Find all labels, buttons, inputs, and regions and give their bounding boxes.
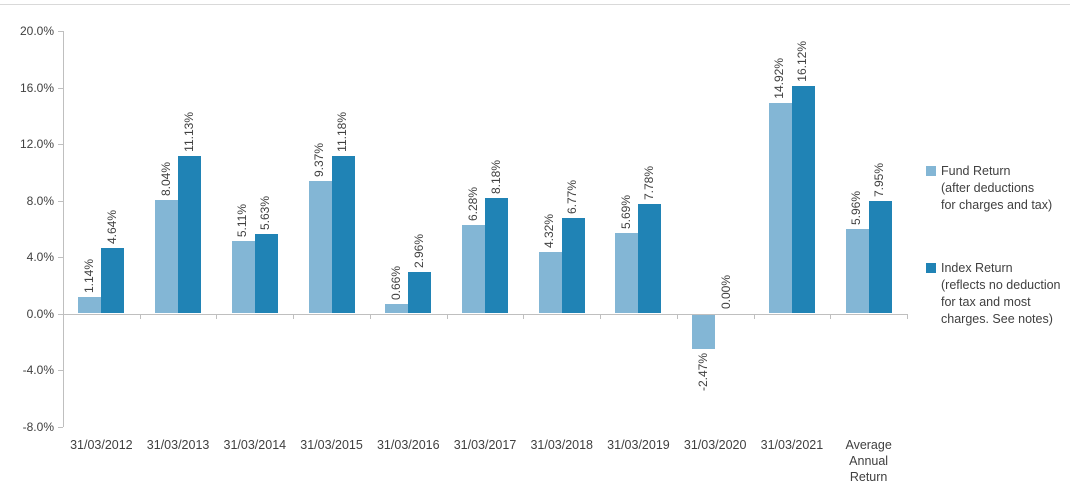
index-return-bar [485, 197, 508, 314]
y-axis-tick [58, 313, 63, 315]
top-border-line [0, 4, 1070, 5]
x-axis-label: 31/03/2012 [70, 438, 133, 452]
fund-return-bar [385, 304, 409, 314]
x-axis-label: 31/03/2017 [453, 438, 517, 452]
fund-return-value-label: 6.28% [465, 186, 480, 221]
x-axis-tick [753, 313, 755, 319]
y-axis-tick [58, 200, 63, 202]
fund-return-value-label: 5.11% [235, 204, 250, 238]
index-return-value-label: 7.95% [872, 163, 887, 198]
y-axis-tick [58, 426, 63, 428]
index-return-bar [868, 201, 892, 314]
index-return-value-label: 7.78% [641, 165, 656, 200]
y-axis-label: -8.0% [22, 419, 54, 434]
legend-label: Index Return (reflects no deduction for … [941, 261, 1061, 326]
index-return-value-label: 16.12% [795, 41, 810, 82]
y-axis-label: 16.0% [19, 80, 54, 95]
x-axis-tick [676, 313, 678, 319]
fund-return-bar [768, 102, 792, 314]
y-axis-tick [58, 370, 63, 371]
y-axis-line [63, 31, 64, 427]
x-axis-label: 31/03/2019 [607, 438, 670, 452]
y-axis-tick [58, 87, 63, 89]
y-axis-label: -4.0% [22, 363, 54, 377]
x-axis-label: Average Annual Return [845, 438, 892, 484]
x-axis-tick [216, 313, 218, 319]
x-axis-tick [523, 313, 525, 319]
index-return-bar [638, 203, 662, 314]
index-return-bar [791, 85, 815, 314]
fund-return-value-label: 8.04% [158, 161, 173, 196]
x-axis-tick [907, 313, 908, 319]
fund-return-value-label: 1.14% [81, 259, 96, 294]
fund-return-bar [308, 181, 332, 314]
x-axis-line [63, 313, 907, 315]
x-axis-tick [293, 313, 295, 319]
x-axis-tick [446, 313, 448, 319]
fund-return-bar [845, 229, 869, 314]
x-axis-tick [139, 313, 141, 319]
x-axis-label: 31/03/2020 [683, 438, 747, 452]
fund-return-bar [692, 314, 716, 350]
x-axis-label: 31/03/2013 [146, 438, 210, 452]
index-return-bar [178, 156, 202, 314]
index-return-bar [561, 217, 585, 314]
y-axis-label: 12.0% [19, 137, 54, 151]
fund-return-bar [231, 241, 255, 314]
fund-return-bar [155, 199, 179, 314]
legend-item-fund-return: Fund Return (after deductions for charge… [926, 163, 1052, 214]
x-axis-label: 31/03/2021 [760, 438, 824, 452]
x-axis-tick [63, 313, 64, 319]
index-return-value-label: 4.64% [104, 209, 119, 244]
legend-swatch-index-return [926, 263, 936, 273]
fund-return-value-label: -2.47% [695, 353, 710, 392]
fund-return-value-label: 9.37% [312, 143, 327, 178]
index-return-value-label: 11.18% [335, 111, 350, 152]
index-return-value-label: 8.18% [488, 159, 503, 194]
index-return-bar [254, 233, 278, 314]
fund-return-value-label: 4.32% [542, 214, 557, 249]
index-return-value-label: 6.77% [565, 179, 580, 214]
x-axis-label: 31/03/2015 [300, 438, 363, 452]
x-axis-label: 31/03/2014 [223, 438, 287, 452]
x-axis-label: 31/03/2016 [376, 438, 440, 452]
legend-item-index-return: Index Return (reflects no deduction for … [926, 260, 1061, 328]
y-axis-tick [58, 31, 63, 32]
index-return-bar [331, 155, 355, 314]
fund-return-bar [538, 252, 562, 314]
fund-return-bar [462, 224, 485, 314]
fund-return-value-label: 0.66% [388, 266, 403, 301]
fund-return-value-label: 5.96% [849, 191, 864, 226]
index-return-bar [101, 247, 125, 314]
fund-return-value-label: 14.92% [772, 58, 787, 99]
x-axis-tick [830, 313, 832, 319]
index-return-value-label: 2.96% [411, 233, 426, 268]
y-axis-tick [58, 144, 63, 145]
y-axis-tick [58, 257, 63, 258]
legend-label: Fund Return (after deductions for charge… [941, 164, 1053, 212]
fund-return-bar [78, 297, 102, 314]
x-axis-tick [369, 313, 371, 319]
fund-return-value-label: 5.69% [618, 195, 633, 230]
index-return-value-label: 0.00% [718, 275, 733, 310]
index-return-value-label: 11.13% [181, 112, 196, 153]
index-return-value-label: 5.63% [258, 195, 273, 230]
x-axis-label: 31/03/2018 [530, 438, 593, 452]
y-axis-label: 0.0% [26, 306, 54, 321]
index-return-bar [408, 271, 432, 314]
y-axis-label: 20.0% [19, 24, 54, 38]
y-axis-label: 4.0% [26, 250, 54, 264]
x-axis-tick [600, 313, 602, 319]
fund-return-bar [615, 233, 639, 314]
y-axis-label: 8.0% [26, 193, 54, 208]
legend-swatch-fund-return [926, 166, 936, 176]
